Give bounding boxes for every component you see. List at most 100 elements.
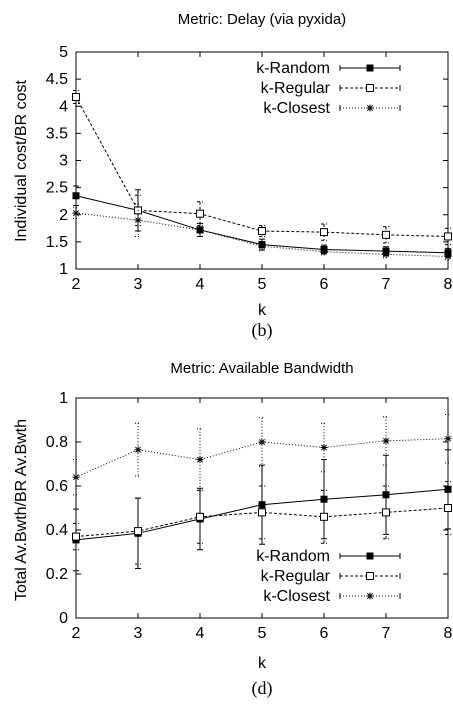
axis-ticks: 1 1.5 2 2.5 3 3.5 4 4.5 5 2 3 4 5 6 7 8 <box>46 44 453 293</box>
legend-entry: k-Closest <box>263 100 401 117</box>
data-point <box>72 209 80 217</box>
x-tick-label: 7 <box>382 625 391 642</box>
x-axis-label: k <box>258 302 267 319</box>
legend-label: k-Random <box>256 548 330 565</box>
y-tick-label: 1.5 <box>46 234 68 251</box>
data-point <box>134 446 142 454</box>
y-axis-label: Individual cost/BR cost <box>13 80 30 242</box>
series-line <box>75 96 449 237</box>
chart-delay: Metric: Delay (via pyxida) Individual co… <box>13 11 453 341</box>
data-point <box>72 532 80 541</box>
data-point <box>444 504 452 512</box>
error-bar <box>135 203 141 237</box>
series-k-regular <box>72 90 452 246</box>
error-bar <box>73 459 79 496</box>
data-point <box>134 527 142 536</box>
chart-caption: (d) <box>252 678 273 699</box>
data-point <box>196 456 204 464</box>
x-tick-label: 7 <box>382 276 391 293</box>
chart-title: Metric: Available Bandwidth <box>170 360 353 377</box>
data-point <box>382 250 390 258</box>
series-k-closest <box>72 203 452 261</box>
legend-marker <box>366 104 374 112</box>
y-tick-label: 4 <box>59 98 68 115</box>
legend-marker <box>366 592 374 600</box>
y-tick-label: 1 <box>59 261 68 278</box>
y-tick-label: 0 <box>59 610 68 627</box>
legend-label: k-Closest <box>263 588 330 605</box>
data-point <box>258 508 266 517</box>
data-point <box>258 438 266 446</box>
legend-marker <box>366 572 374 580</box>
legend-entry: k-Regular <box>261 80 401 97</box>
x-tick-label: 5 <box>258 276 267 293</box>
legend-bar-ends <box>339 105 401 111</box>
data-point <box>444 232 452 241</box>
legend: k-Random k-Regular k-Closest <box>256 548 401 605</box>
data-point <box>444 435 452 443</box>
x-tick-label: 3 <box>134 625 143 642</box>
x-tick-label: 2 <box>72 625 81 642</box>
data-point <box>134 216 142 224</box>
data-point <box>382 230 390 239</box>
y-axis-label: Total Av.Bwth/BR Av.Bwth <box>13 419 30 601</box>
y-tick-label: 0.2 <box>46 566 68 583</box>
x-tick-label: 4 <box>196 625 205 642</box>
data-point <box>258 501 266 509</box>
chart-bandwidth: Metric: Available Bandwidth Total Av.Bwt… <box>13 360 453 699</box>
x-tick-label: 2 <box>72 276 81 293</box>
data-point <box>196 512 204 521</box>
legend-entry: k-Closest <box>263 588 401 605</box>
y-tick-label: 4.5 <box>46 71 68 88</box>
series-k-regular <box>72 481 452 565</box>
legend-bar-ends <box>339 593 401 599</box>
y-tick-label: 3 <box>59 153 68 170</box>
x-tick-label: 6 <box>320 625 329 642</box>
series-layer <box>72 90 452 261</box>
data-point <box>196 226 204 234</box>
error-bar <box>321 223 327 241</box>
data-point <box>320 248 328 256</box>
error-bar <box>259 241 265 252</box>
series-layer <box>72 414 452 572</box>
axis-ticks: 0 0.2 0.4 0.6 0.8 1 2 3 4 5 6 7 8 <box>46 390 453 642</box>
legend-marker <box>366 552 374 560</box>
data-point <box>196 209 204 218</box>
legend-entry: k-Random <box>256 60 401 77</box>
y-tick-label: 3.5 <box>46 125 68 142</box>
data-point <box>382 437 390 445</box>
data-point <box>444 249 452 257</box>
data-point <box>444 253 452 261</box>
x-tick-label: 8 <box>444 625 453 642</box>
x-tick-label: 6 <box>320 276 329 293</box>
error-bar <box>383 226 389 244</box>
legend-label: k-Random <box>256 60 330 77</box>
data-point <box>72 93 80 102</box>
y-tick-label: 0.6 <box>46 478 68 495</box>
x-tick-label: 5 <box>258 625 267 642</box>
x-axis-label: k <box>258 655 267 672</box>
data-point <box>320 495 328 503</box>
y-tick-label: 0.4 <box>46 522 68 539</box>
error-bar <box>73 522 79 551</box>
data-point <box>72 473 80 481</box>
y-tick-label: 2.5 <box>46 180 68 197</box>
data-point <box>320 512 328 521</box>
error-bar <box>73 207 79 220</box>
x-tick-label: 4 <box>196 276 205 293</box>
legend-bar-ends <box>339 573 401 579</box>
data-point <box>320 228 328 237</box>
data-point <box>258 242 266 250</box>
data-point <box>382 491 390 499</box>
series-k-closest <box>72 414 452 496</box>
legend-entry: k-Random <box>256 548 401 565</box>
legend-marker <box>366 84 374 92</box>
data-point <box>258 227 266 236</box>
data-point <box>320 444 328 451</box>
data-point <box>382 508 390 517</box>
legend-bar-ends <box>339 65 401 71</box>
y-tick-label: 1 <box>59 390 68 407</box>
y-tick-label: 0.8 <box>46 434 68 451</box>
chart-caption: (b) <box>252 320 273 341</box>
